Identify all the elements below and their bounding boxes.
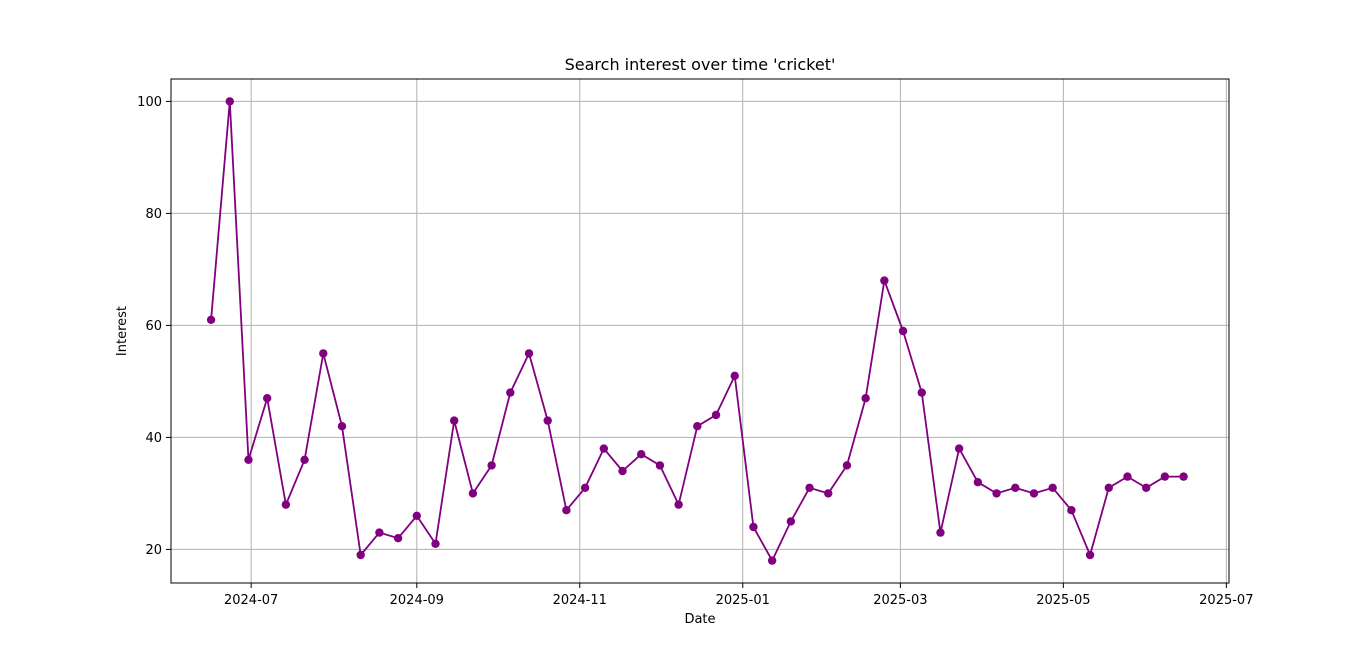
data-point [749, 522, 758, 532]
data-point [842, 461, 852, 470]
plot-frame [170, 78, 1230, 584]
x-tick-label: 2025-07 [1199, 593, 1253, 608]
data-point [861, 394, 870, 403]
data-point [225, 97, 234, 106]
data-point [637, 450, 646, 459]
data-point [973, 478, 983, 487]
data-point [562, 506, 571, 515]
data-point [711, 410, 721, 420]
data-point [992, 489, 1001, 498]
data-point [319, 349, 328, 358]
data-point [580, 483, 590, 492]
data-point [898, 326, 908, 336]
data-point [618, 466, 627, 476]
data-point [375, 528, 384, 537]
data-point [506, 388, 515, 397]
data-point [1048, 483, 1057, 492]
x-tick-label: 2025-05 [1036, 593, 1090, 608]
y-tick-label: 80 [145, 207, 162, 222]
axis-layer: 2024-07 2024-09 2024-11 2025-01 2025-03 2025-… [137, 95, 1253, 608]
data-point [1011, 483, 1020, 492]
data-point [1160, 472, 1170, 481]
data-point [730, 371, 739, 380]
data-point [337, 422, 347, 431]
x-tick-label: 2025-01 [716, 593, 770, 608]
y-axis-label: Interest [115, 306, 130, 356]
y-tick-label: 20 [145, 543, 162, 558]
data-point [300, 455, 309, 464]
x-tick-label: 2024-07 [224, 593, 278, 608]
x-tick-label: 2024-11 [553, 593, 607, 608]
series-layer [206, 97, 1188, 565]
y-tick-label: 60 [145, 319, 162, 334]
data-point [880, 276, 889, 285]
data-point [1141, 483, 1151, 492]
data-point [244, 455, 253, 464]
data-point [954, 444, 964, 453]
x-axis-label: Date [684, 612, 715, 627]
x-tick-label: 2024-09 [390, 593, 444, 608]
data-point [824, 489, 833, 498]
y-tick-label: 100 [137, 95, 162, 110]
data-point [412, 511, 421, 520]
data-point [1104, 483, 1113, 492]
data-point [674, 500, 683, 509]
data-point [1085, 550, 1095, 560]
data-point [487, 461, 496, 470]
data-point [206, 315, 216, 324]
data-point [767, 556, 777, 565]
data-point [1029, 489, 1039, 498]
data-point [655, 461, 665, 470]
data-point [693, 422, 702, 431]
data-point [468, 489, 478, 498]
data-point [450, 416, 459, 425]
data-point [393, 534, 403, 543]
data-point [1179, 472, 1188, 481]
data-point [917, 388, 926, 397]
y-tick-label: 40 [145, 431, 162, 446]
data-point [805, 483, 814, 492]
data-point [786, 517, 796, 526]
data-point [281, 500, 291, 509]
data-point [262, 394, 272, 403]
data-point [936, 528, 945, 537]
data-point [524, 349, 534, 358]
data-point [1123, 472, 1132, 481]
data-point [431, 539, 440, 548]
data-point [543, 416, 552, 425]
data-point [356, 550, 365, 560]
x-tick-label: 2025-03 [873, 593, 927, 608]
chart-title: Search interest over time 'cricket' [565, 55, 836, 74]
data-point [1067, 506, 1076, 515]
data-point [599, 444, 609, 453]
